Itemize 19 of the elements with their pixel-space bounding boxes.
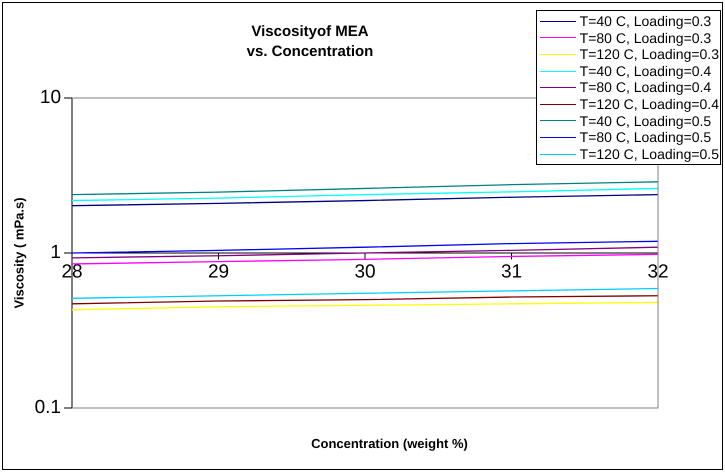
y-tick-label: 1: [50, 242, 62, 264]
x-axis-title: Concentration (weight %): [310, 436, 469, 451]
legend-label: T=120 C, Loading=0.5: [580, 146, 719, 162]
legend-label: T=40 C, Loading=0.4: [580, 62, 712, 80]
legend-label: T=40 C, Loading=0.3: [580, 13, 712, 30]
x-tick-label: 30: [354, 262, 376, 283]
x-tick-label: 32: [647, 262, 669, 283]
x-tick-label: 29: [208, 262, 230, 283]
y-tick-label: 10: [40, 87, 62, 108]
legend-label: T=120 C, Loading=0.3: [580, 46, 719, 63]
x-tick-label: 31: [500, 262, 522, 283]
legend-label: T=80 C, Loading=0.4: [580, 79, 712, 96]
y-tick-label: 0.1: [34, 397, 62, 418]
y-axis-title: Viscosity ( mPa.s): [11, 197, 26, 309]
legend-label: T=120 C, Loading=0.4: [580, 96, 719, 113]
legend-label: T=40 C, Loading=0.5: [580, 112, 712, 130]
chart-title: Viscosityof MEA vs. Concentration: [246, 22, 374, 62]
legend-label: T=80 C, Loading=0.3: [580, 30, 712, 46]
legend-label: T=80 C, Loading=0.5: [580, 129, 712, 146]
